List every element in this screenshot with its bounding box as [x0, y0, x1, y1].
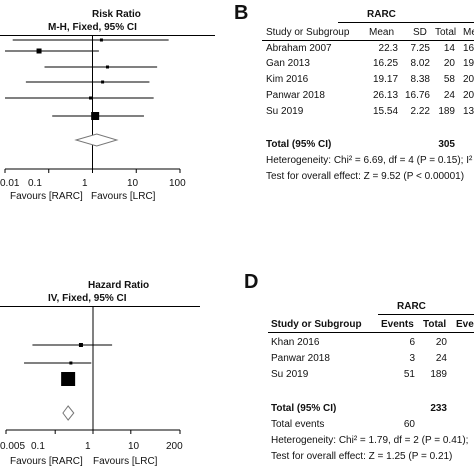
- total-value: 20: [443, 58, 455, 69]
- mean-value: 15.54: [373, 106, 399, 117]
- point-estimate-marker: [88, 96, 92, 100]
- overall-effect-text: Test for overall effect: Z = 9.52 (P < 0…: [266, 171, 465, 182]
- overall-effect-text: Test for overall effect: Z = 1.25 (P = 0…: [271, 451, 453, 462]
- panel-a-favours-right: Favours [LRC]: [91, 191, 156, 202]
- panel-a-subtitle: M-H, Fixed, 95% CI: [48, 22, 137, 33]
- next-column-value: 20: [463, 74, 474, 85]
- total-value: 189: [438, 106, 455, 117]
- mean-value: 19.17: [373, 74, 399, 85]
- panel-a-title: Risk Ratio: [92, 9, 141, 20]
- point-estimate-marker: [36, 48, 42, 54]
- total-value: 58: [443, 74, 455, 85]
- panel-b-group-rule: [338, 22, 474, 23]
- panel-c-tick-label: 0.005: [0, 441, 26, 452]
- total-sum: 305: [438, 139, 455, 150]
- point-estimate-marker: [101, 80, 105, 84]
- study-name: Su 2019: [266, 106, 304, 117]
- panel-b-group-header: RARC: [367, 9, 396, 20]
- panel-c-tick-label: 10: [128, 441, 140, 452]
- panel-c-favours-right: Favours [LRC]: [93, 456, 158, 467]
- pooled-effect-diamond: [74, 133, 119, 147]
- heterogeneity-text: Heterogeneity: Chi² = 1.79, df = 2 (P = …: [271, 435, 469, 446]
- column-header: SD: [413, 27, 427, 38]
- pooled-effect-diamond: [62, 405, 75, 421]
- forest-plot-c: [5, 307, 181, 434]
- study-name: Khan 2016: [271, 337, 320, 348]
- total-label: Total (95% CI): [271, 403, 337, 414]
- next-column-value: 20: [463, 90, 474, 101]
- panel-c-tick-label: 0.1: [31, 441, 45, 452]
- total-value: 24: [443, 90, 455, 101]
- column-header: Total: [435, 27, 457, 38]
- panel-d-group-rule: [378, 314, 474, 315]
- panel-d-group-header: RARC: [397, 301, 426, 312]
- column-header: Total: [423, 319, 447, 330]
- panel-c-tick-label: 1: [85, 441, 91, 452]
- sd-value: 8.02: [410, 58, 430, 69]
- sd-value: 16.76: [404, 90, 430, 101]
- total-value: 189: [430, 369, 447, 380]
- next-column-value: 16: [463, 43, 474, 54]
- sd-value: 8.38: [410, 74, 430, 85]
- panel-a-header-rule: [0, 35, 215, 36]
- panel-c-tick-label: 200: [166, 441, 183, 452]
- point-estimate-marker: [78, 343, 83, 347]
- panel-a-tick-label: 0.01: [0, 178, 20, 189]
- forest-plot-a: [4, 36, 181, 173]
- column-header: Mean: [369, 27, 395, 38]
- study-name: Kim 2016: [266, 74, 309, 85]
- point-estimate-marker: [91, 112, 100, 120]
- point-estimate-marker: [61, 372, 76, 386]
- mean-value: 16.25: [373, 58, 399, 69]
- mean-value: 26.13: [373, 90, 399, 101]
- column-header: Study or Subgroup: [271, 319, 362, 330]
- next-column-value: 13: [463, 106, 474, 117]
- events-value: 51: [403, 369, 415, 380]
- panel-a-tick-label: 0.1: [28, 178, 42, 189]
- study-name: Abraham 2007: [266, 43, 332, 54]
- column-header: Events: [381, 319, 414, 330]
- column-header: Study or Subgroup: [266, 27, 350, 38]
- panel-c-subtitle: IV, Fixed, 95% CI: [48, 293, 127, 304]
- total-value: 20: [435, 337, 447, 348]
- mean-value: 22.3: [378, 43, 398, 54]
- events-value: 6: [409, 337, 415, 348]
- panel-b-header-rule: [262, 40, 474, 41]
- study-name: Su 2019: [271, 369, 309, 380]
- total-value: 14: [443, 43, 455, 54]
- total-sum: 233: [430, 403, 447, 414]
- panel-a-tick-label: 1: [82, 178, 88, 189]
- point-estimate-marker: [99, 38, 103, 42]
- panel-c-header-rule: [0, 306, 200, 307]
- sd-value: 2.22: [410, 106, 430, 117]
- study-name: Panwar 2018: [266, 90, 325, 101]
- panel-b-label: B: [234, 2, 249, 24]
- point-estimate-marker: [105, 65, 109, 69]
- sd-value: 7.25: [410, 43, 430, 54]
- panel-a-favours-left: Favours [RARC]: [10, 191, 83, 202]
- events-value: 3: [409, 353, 415, 364]
- point-estimate-marker: [69, 361, 73, 365]
- column-header: Eve: [456, 319, 474, 330]
- panel-a-tick-label: 100: [169, 178, 186, 189]
- total-events-value: 60: [403, 419, 415, 430]
- panel-c-title: Hazard Ratio: [88, 280, 150, 291]
- total-events-label: Total events: [271, 419, 325, 430]
- heterogeneity-text: Heterogeneity: Chi² = 6.69, df = 4 (P = …: [266, 155, 473, 166]
- panel-d-label: D: [244, 271, 259, 293]
- total-label: Total (95% CI): [266, 139, 332, 150]
- panel-a-tick-label: 10: [127, 178, 139, 189]
- column-header: Me: [463, 27, 474, 38]
- study-name: Panwar 2018: [271, 353, 330, 364]
- next-column-value: 19: [463, 58, 474, 69]
- study-name: Gan 2013: [266, 58, 310, 69]
- total-value: 24: [435, 353, 447, 364]
- panel-c-favours-left: Favours [RARC]: [10, 456, 83, 467]
- panel-d-header-rule: [268, 332, 474, 333]
